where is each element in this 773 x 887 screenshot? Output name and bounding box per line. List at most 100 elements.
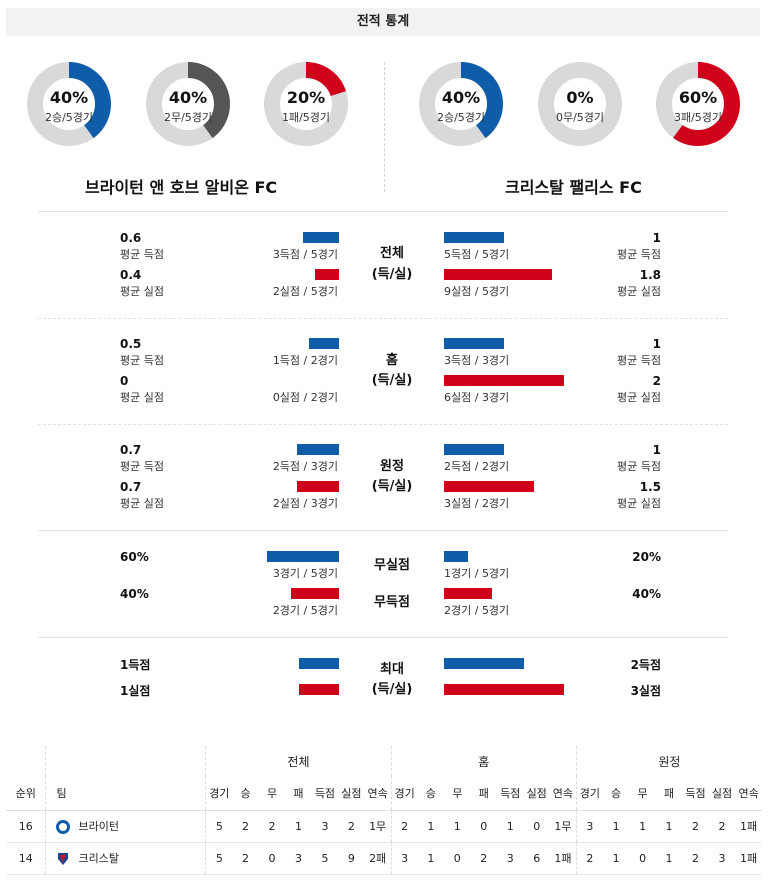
home-draw-pct: 40% [168, 88, 208, 107]
away-conceded-detail: 6실점 / 3경기 [444, 391, 510, 404]
away-noscore-pct: 40% [632, 587, 661, 601]
table-cell: 5 [205, 810, 233, 843]
home-scored-avg: 0.5 [120, 337, 142, 351]
team-header: 팀 [45, 776, 206, 811]
max-label: 최대 [380, 662, 404, 677]
donut-segment [656, 62, 740, 146]
away-max-scored: 2득점 [630, 658, 661, 672]
table-cell: 1 [285, 810, 312, 843]
home-clean-detail: 3경기 / 5경기 [272, 567, 338, 580]
home-conceded-detail: 2실점 / 3경기 [272, 497, 338, 510]
table-cell: 1 [602, 842, 630, 875]
away-max-conceded: 3실점 [630, 684, 661, 698]
table-row[interactable]: 14 크리스탈 5 2 0 3 5 9 2패 3 1 0 2 3 6 1패 2 1 0 1 2 3 1패 [6, 842, 762, 875]
group-header-away: 원정 [575, 746, 762, 776]
crystal-palace-crest-icon [58, 853, 69, 865]
away-scored-avg-label: 평균 득점 [617, 354, 661, 367]
empty-header [6, 746, 46, 776]
away-conceded-bar [444, 375, 564, 386]
team-name: 크리스탈 [78, 852, 119, 865]
away-loss-donut: 60% 3패/5경기 [656, 62, 740, 146]
home-conceded-avg: 0.7 [120, 480, 142, 494]
home-noscore-pct: 40% [120, 587, 149, 601]
away-scored-detail: 3득점 / 3경기 [444, 354, 510, 367]
column-header: 경기 [205, 776, 233, 811]
section-label: 전체 [380, 246, 404, 261]
home-team-name: 브라이턴 앤 호브 알비온 FC [85, 178, 278, 197]
table-cell: 3 [390, 842, 418, 875]
table-cell: 6 [523, 842, 550, 875]
home-max-conceded-bar [299, 684, 339, 695]
home-conceded-avg-label: 평균 실점 [120, 285, 164, 298]
column-header: 경기 [575, 776, 603, 811]
group-header-total: 전체 [205, 746, 392, 776]
column-header: 득점 [682, 776, 709, 811]
away-loss-pct: 60% [678, 88, 718, 107]
home-draw-detail: 2무/5경기 [163, 111, 213, 124]
team-cell[interactable]: 크리스탈 [45, 842, 206, 875]
divider [38, 637, 728, 638]
home-scored-avg: 0.7 [120, 443, 142, 457]
section-sublabel: (득/실) [371, 373, 413, 388]
rank-header: 순위 [6, 776, 46, 811]
away-scored-avg-label: 평균 득점 [617, 460, 661, 473]
away-conceded-avg-label: 평균 실점 [617, 391, 661, 404]
away-conceded-avg-label: 평균 실점 [617, 497, 661, 510]
section-sublabel: (득/실) [371, 267, 413, 282]
table-cell: 0 [444, 842, 471, 875]
group-header-home: 홈 [390, 746, 577, 776]
column-header: 실점 [338, 776, 365, 811]
donut-track [538, 62, 622, 146]
table-cell: 1무 [549, 810, 577, 843]
column-header: 득점 [496, 776, 524, 811]
table-cell: 1 [417, 842, 445, 875]
table-cell: 3 [285, 842, 312, 875]
column-header: 무 [629, 776, 656, 811]
home-max-conceded: 1실점 [120, 684, 151, 698]
table-cell: 2 [232, 810, 259, 843]
noscore-label: 무득점 [374, 595, 410, 610]
table-row[interactable]: 16 브라이턴 5 2 2 1 3 2 1무 2 1 1 0 1 0 1무 3 1 1 1 2 2 1패 [6, 810, 762, 843]
away-conceded-bar [444, 481, 534, 492]
table-cell: 9 [338, 842, 365, 875]
team-divider [384, 62, 385, 192]
table-cell: 1 [417, 810, 445, 843]
table-cell: 2 [390, 810, 418, 843]
rank-cell: 14 [6, 842, 46, 875]
away-team-name: 크리스탈 팰리스 FC [505, 178, 642, 197]
home-win-pct: 40% [49, 88, 89, 107]
panel-title: 전적 통계 [6, 8, 760, 36]
table-cell: 1 [496, 810, 524, 843]
away-noscore-detail: 2경기 / 5경기 [444, 604, 510, 617]
column-header: 경기 [390, 776, 418, 811]
table-cell: 2 [708, 810, 736, 843]
table-cell: 1패 [549, 842, 577, 875]
away-scored-bar [444, 444, 504, 455]
divider [38, 318, 728, 319]
team-cell[interactable]: 브라이턴 [45, 810, 206, 843]
table-cell: 3 [496, 842, 524, 875]
table-cell: 2패 [364, 842, 392, 875]
home-scored-detail: 2득점 / 3경기 [272, 460, 338, 473]
away-conceded-avg: 1.8 [639, 268, 661, 282]
table-cell: 0 [470, 810, 497, 843]
home-scored-detail: 1득점 / 2경기 [272, 354, 338, 367]
away-conceded-detail: 9실점 / 5경기 [444, 285, 510, 298]
table-cell: 3 [708, 842, 736, 875]
column-header: 무 [258, 776, 286, 811]
home-conceded-detail: 2실점 / 5경기 [272, 285, 338, 298]
home-draw-donut: 40% 2무/5경기 [146, 62, 230, 146]
rank-cell: 16 [6, 810, 46, 843]
home-noscore-detail: 2경기 / 5경기 [272, 604, 338, 617]
home-scored-avg-label: 평균 득점 [120, 248, 164, 261]
standings-table: 전체 홈 원정 순위 팀 경기 승 무 패 득점 실점 연속 경기 승 무 패 득점 실점 연속 경기 승 무 패… [6, 746, 762, 875]
away-scored-bar [444, 232, 504, 243]
away-win-donut: 40% 2승/5경기 [419, 62, 503, 146]
column-header: 무 [444, 776, 471, 811]
column-header: 실점 [708, 776, 736, 811]
away-noscore-bar [444, 588, 492, 599]
table-cell: 1패 [735, 810, 762, 843]
away-clean-bar [444, 551, 468, 562]
away-scored-avg-label: 평균 득점 [617, 248, 661, 261]
